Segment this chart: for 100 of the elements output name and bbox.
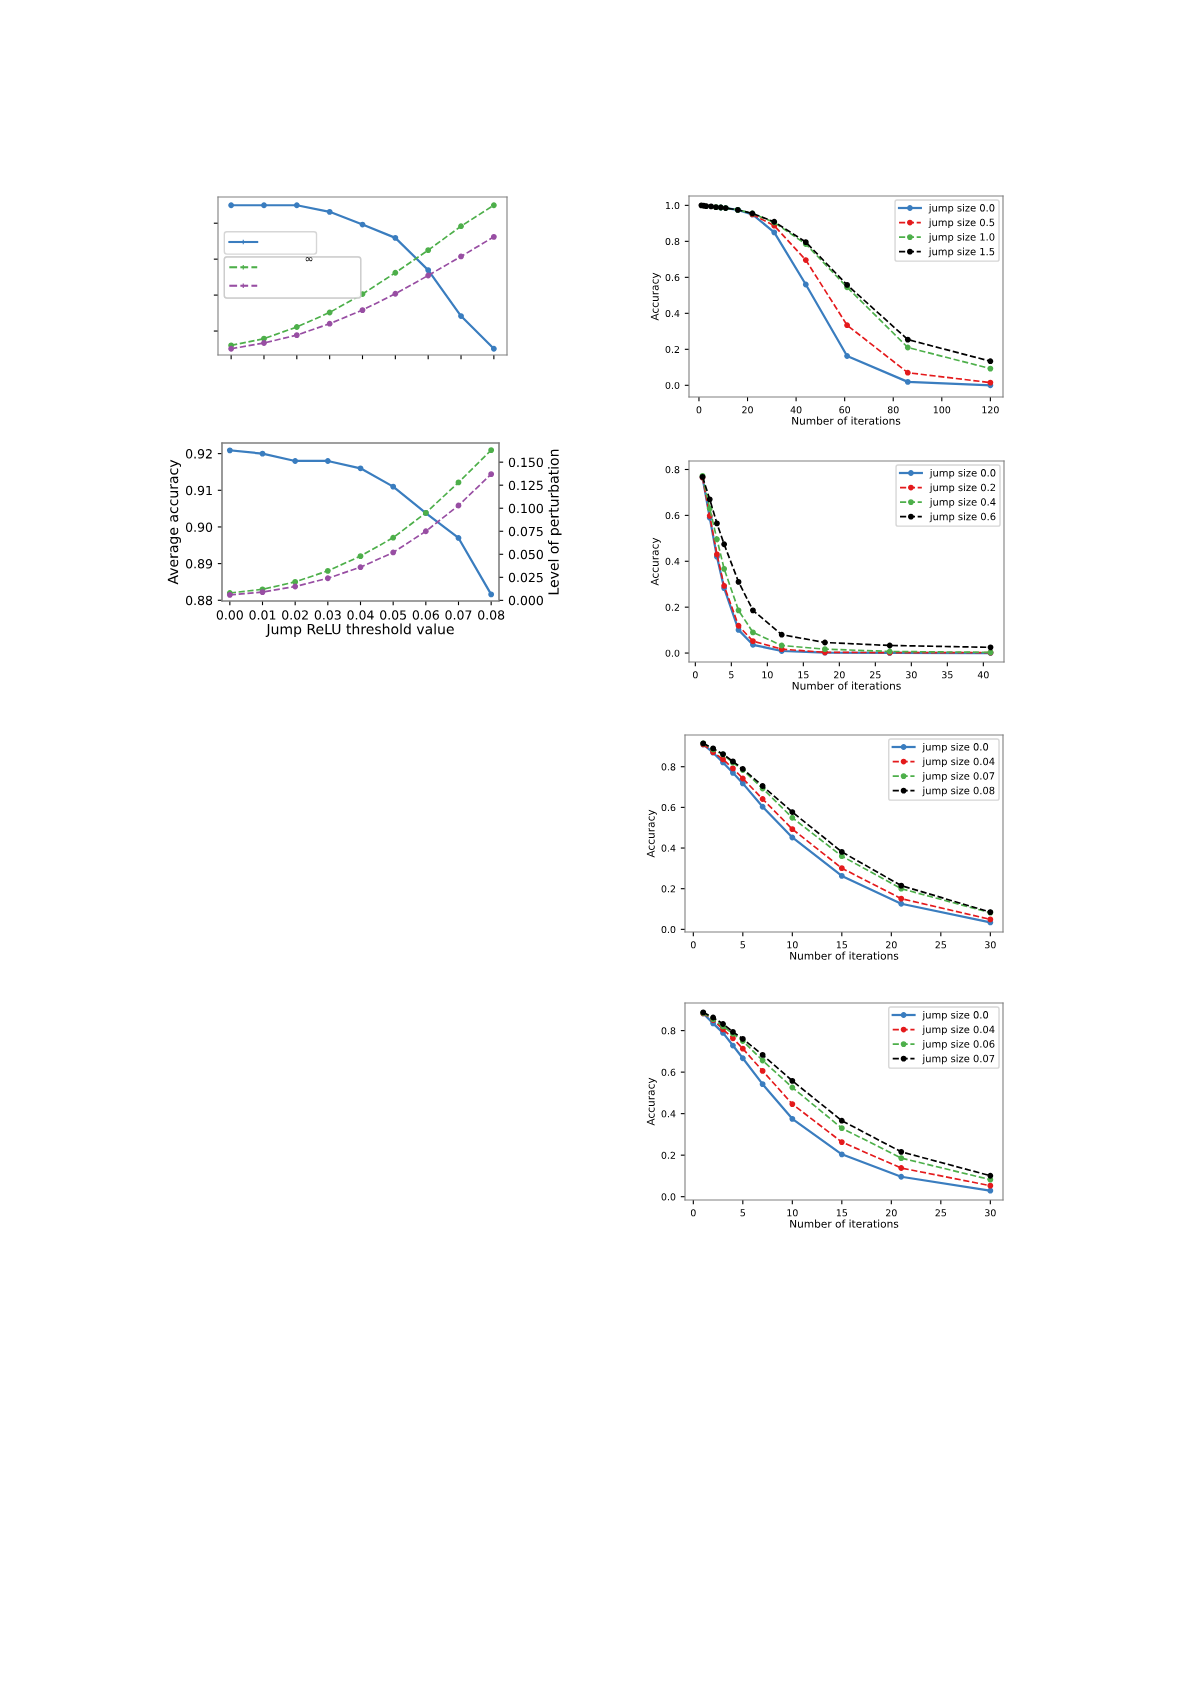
- y-axis-title: Accuracy: [646, 1077, 657, 1126]
- y-tick-label: 0.4: [665, 309, 680, 318]
- x-tick-label: 5: [740, 1209, 745, 1217]
- y-tick-label: 0.89: [185, 559, 213, 569]
- x-tick-label: 15: [836, 1209, 848, 1217]
- x-tick-label: 120: [982, 406, 999, 414]
- x-tick-label: 10: [787, 1209, 798, 1217]
- y-tick-label: 0.90: [185, 522, 213, 532]
- legend-label: jump size 0.0: [922, 742, 989, 753]
- legend-label: jump size 1.5: [928, 247, 995, 258]
- x-axis-title: Number of iterations: [790, 951, 899, 960]
- y-tick-label: 1.0: [665, 201, 680, 210]
- y-axis-title: Accuracy: [650, 272, 661, 321]
- y-tick-label: 0.2: [665, 603, 680, 611]
- x-tick-label: 0: [690, 1209, 696, 1217]
- x-tick-label: 10: [787, 941, 798, 949]
- x-tick-label: 0.03: [314, 610, 341, 620]
- x-axis-title: Jump ReLU threshold value: [265, 623, 454, 638]
- x-tick-label: 0: [692, 671, 698, 679]
- x-axis-title: Number of iterations: [792, 681, 901, 690]
- x-tick-label: 30: [985, 1209, 996, 1217]
- x-tick-label: 0.04: [347, 610, 374, 620]
- x-tick-label: 10: [762, 671, 773, 679]
- x-tick-label: 0.02: [282, 610, 308, 620]
- legend-label: jump size 0.0: [922, 1010, 989, 1021]
- y-tick-label: 0.0: [661, 1193, 676, 1201]
- x-tick-label: 20: [742, 406, 753, 414]
- y2-tick-label: 0.100: [508, 503, 543, 514]
- x-tick-label: 0: [690, 941, 696, 949]
- legend-label: jump size 0.04: [922, 1025, 995, 1036]
- x-tick-label: 25: [935, 941, 947, 949]
- y-axis-title: Accuracy: [646, 809, 657, 858]
- legend-label: jump size 0.0: [929, 468, 996, 479]
- y-tick-label: 0.8: [665, 466, 680, 474]
- x-tick-label: 25: [870, 671, 881, 679]
- y-tick-label: 0.8: [661, 1027, 676, 1035]
- x-tick-label: 30: [985, 941, 996, 949]
- x-tick-label: 20: [886, 941, 897, 949]
- x-axis-title: Number of iterations: [790, 1219, 899, 1228]
- x-axis-title: Number of iterations: [792, 416, 901, 425]
- x-tick-label: 15: [798, 671, 809, 679]
- x-tick-label: 40: [977, 671, 989, 679]
- y-tick-label: 0.4: [661, 844, 676, 852]
- y-tick-label: 0.8: [661, 763, 676, 771]
- y-tick-label: 0.0: [665, 381, 680, 390]
- y-tick-label: 0.6: [661, 1068, 676, 1076]
- y-tick-label: 0.6: [665, 511, 680, 520]
- legend-label: jump size 0.08: [922, 786, 995, 797]
- legend-label: jump size 0.07: [922, 1054, 995, 1065]
- legend-label: jump size 0.5: [928, 218, 995, 229]
- x-tick-label: 0: [696, 406, 702, 414]
- legend-label: jump size 0.4: [929, 498, 996, 508]
- y-tick-label: 0.8: [665, 237, 680, 246]
- legend-label: jump size 0.0: [928, 203, 995, 214]
- legend-label: jump size 1.0: [928, 233, 995, 243]
- x-tick-label: 30: [906, 671, 917, 679]
- y-tick-label: 0.91: [185, 485, 212, 496]
- y-tick-label: 0.92: [185, 449, 212, 459]
- y2-tick-label: 0.075: [508, 526, 543, 537]
- x-tick-label: 20: [886, 1209, 897, 1217]
- x-tick-label: 0.08: [478, 610, 505, 620]
- y-axis-title: Average accuracy: [167, 459, 181, 585]
- x-tick-label: 5: [729, 671, 734, 679]
- x-tick-label: 20: [834, 671, 845, 679]
- y2-tick-label: 0.125: [508, 480, 543, 491]
- legend-label: jump size 0.6: [929, 512, 996, 523]
- y2-tick-label: 0.000: [508, 595, 543, 606]
- y-tick-label: 0.0: [665, 649, 680, 657]
- x-tick-label: 80: [887, 406, 899, 414]
- y-tick-label: 0.2: [661, 885, 676, 893]
- x-tick-label: 0.07: [445, 610, 472, 620]
- y-tick-label: 0.6: [661, 803, 676, 812]
- legend-label: jump size 0.06: [922, 1040, 995, 1050]
- x-tick-label: 35: [942, 671, 953, 679]
- y-tick-label: 0.2: [665, 345, 680, 354]
- annotation: ∞: [305, 257, 313, 262]
- x-tick-label: 0.00: [216, 610, 243, 620]
- y2-axis-title: Level of perturbation: [547, 449, 562, 595]
- x-tick-label: 0.01: [249, 610, 276, 620]
- x-tick-label: 0.06: [412, 610, 439, 620]
- y-tick-label: 0.4: [661, 1110, 676, 1118]
- y-axis-title: Accuracy: [650, 537, 661, 586]
- y2-tick-label: 0.050: [508, 549, 543, 560]
- x-tick-label: 15: [836, 941, 848, 949]
- y-tick-label: 0.4: [665, 557, 680, 565]
- y-tick-label: 0.88: [185, 595, 213, 606]
- x-tick-label: 5: [740, 941, 745, 949]
- y-tick-label: 0.2: [661, 1151, 676, 1159]
- y2-tick-label: 0.025: [508, 572, 543, 583]
- x-tick-label: 25: [935, 1209, 947, 1217]
- x-tick-label: 0.05: [380, 610, 406, 620]
- x-tick-label: 60: [839, 406, 851, 414]
- legend-label: jump size 0.04: [922, 757, 995, 768]
- y2-tick-label: 0.150: [508, 457, 543, 468]
- x-tick-label: 100: [933, 406, 951, 414]
- legend-label: jump size 0.07: [922, 772, 995, 782]
- y-tick-label: 0.6: [665, 273, 680, 282]
- x-tick-label: 40: [790, 406, 802, 414]
- y-tick-label: 0.0: [661, 925, 676, 934]
- legend-label: jump size 0.2: [929, 483, 996, 494]
